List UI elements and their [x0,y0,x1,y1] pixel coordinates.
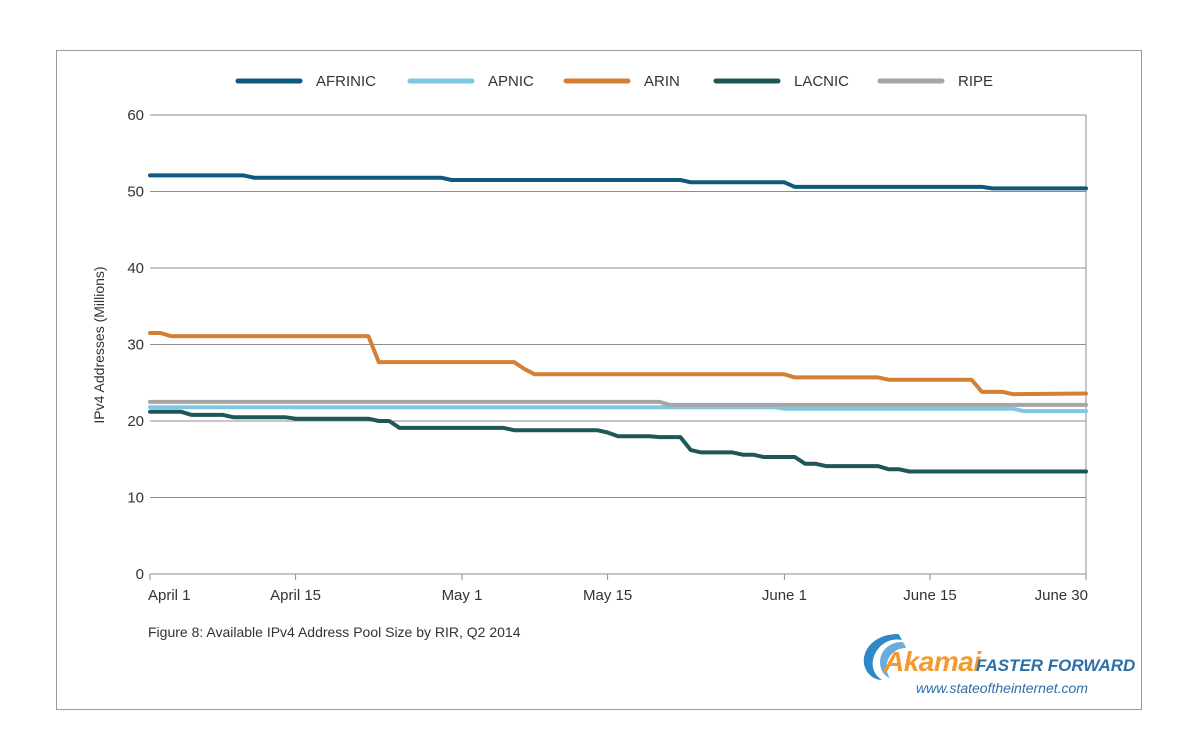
y-tick-label-50: 50 [127,184,144,201]
akamai-swoosh-icon [863,634,906,680]
series-line-afrinic [148,173,1088,191]
logo-wordmark: Akamai [884,646,981,677]
x-tick-label-6: June 30 [1035,587,1088,604]
figure-caption: Figure 8: Available IPv4 Address Pool Si… [148,624,521,640]
akamai-logo[interactable]: Akamai FASTER FORWARD www.stateoftheinte… [858,630,1135,700]
series-line-apnic [148,405,1088,414]
x-tick-label-4: June 1 [762,587,807,604]
series-line-arin [148,331,1088,397]
chart-frame [56,50,1142,710]
x-tick-label-2: May 1 [442,587,483,604]
x-tick-label-0: April 1 [148,587,191,604]
x-tick-label-5: June 15 [903,587,956,604]
logo-tagline: FASTER FORWARD [976,656,1136,675]
y-tick-label-40: 40 [127,260,144,277]
x-tick-label-1: April 15 [270,587,321,604]
y-tick-label-60: 60 [127,107,144,124]
y-axis-ticks: 0 10 20 30 40 50 60 [127,107,144,583]
x-tick-label-3: May 15 [583,587,632,604]
legend-label-apnic: APNIC [488,73,534,90]
legend: AFRINIC APNIC ARIN LACNIC RIPE [235,73,993,90]
gridlines [150,114,1087,574]
series-lines [148,173,1088,474]
logo-url-link[interactable]: www.stateoftheinternet.com [916,680,1088,696]
series-line-ripe [148,399,1088,407]
x-axis-ticks: April 1 April 15 May 1 May 15 June 1 June 15 J… [148,574,1088,604]
legend-label-ripe: RIPE [958,73,993,90]
y-tick-label-10: 10 [127,490,144,507]
series-line-lacnic [148,409,1088,474]
legend-label-lacnic: LACNIC [794,73,849,90]
legend-label-arin: ARIN [644,73,680,90]
y-tick-label-0: 0 [136,566,144,583]
y-tick-label-20: 20 [127,413,144,430]
y-tick-label-30: 30 [127,337,144,354]
legend-label-afrinic: AFRINIC [316,73,376,90]
y-axis-title: IPv4 Addresses (Millions) [91,266,107,423]
